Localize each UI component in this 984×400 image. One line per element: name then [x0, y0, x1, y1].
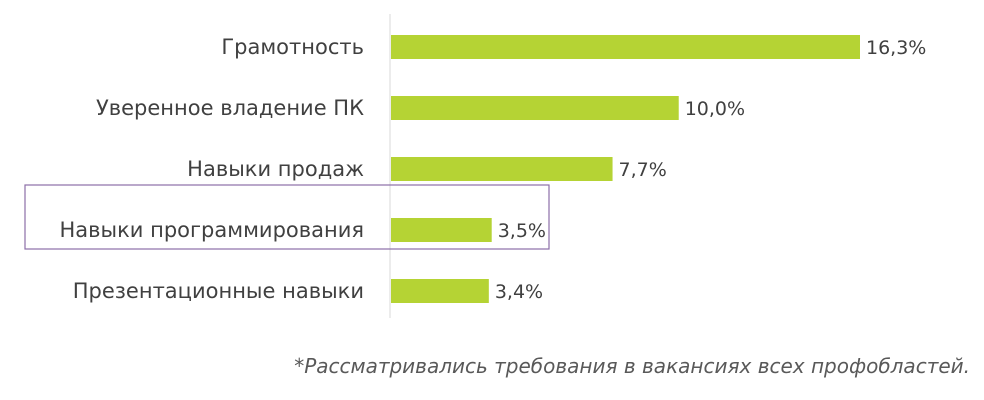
footnote: *Рассматривались требования в вакансиях …	[294, 354, 970, 378]
category-label: Навыки программирования	[59, 218, 364, 242]
category-label: Навыки продаж	[187, 157, 364, 181]
highlight-box	[24, 184, 550, 250]
bar-chart: Грамотность 16,3% Уверенное владение ПК 10,…	[24, 14, 926, 318]
data-label: 16,3%	[866, 37, 926, 59]
bar	[391, 157, 613, 181]
data-label: 3,5%	[498, 220, 546, 242]
data-label: 10,0%	[685, 98, 745, 120]
data-label: 3,4%	[495, 281, 543, 303]
category-label: Презентационные навыки	[73, 279, 364, 303]
category-label: Уверенное владение ПК	[96, 96, 364, 120]
bar	[391, 96, 679, 120]
category-label: Грамотность	[221, 35, 364, 59]
bar	[391, 279, 489, 303]
bar	[391, 35, 860, 59]
data-label: 7,7%	[619, 159, 667, 181]
bar	[391, 218, 492, 242]
